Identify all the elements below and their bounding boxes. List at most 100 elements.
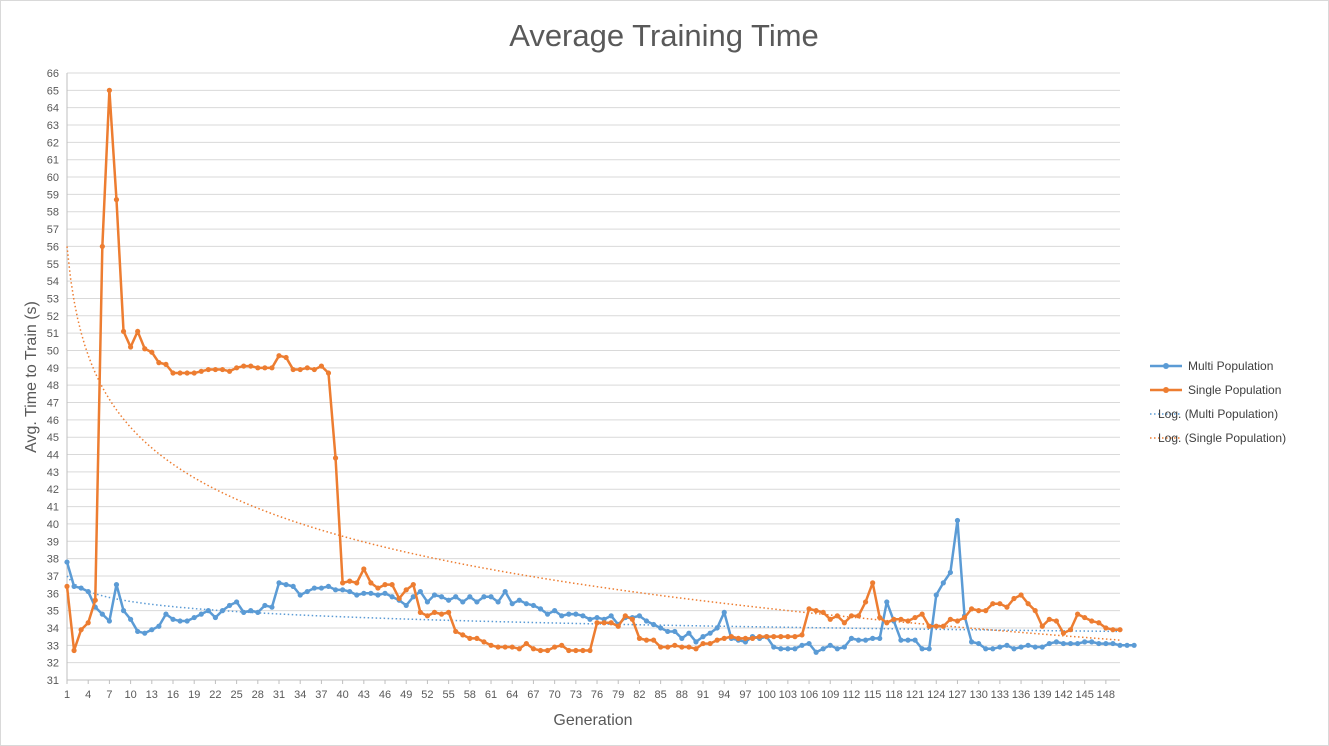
data-point-single-population bbox=[106, 87, 112, 93]
data-point-multi-population bbox=[686, 630, 692, 636]
data-point-multi-population bbox=[877, 635, 883, 641]
data-point-multi-population bbox=[537, 606, 544, 612]
data-point-single-population bbox=[898, 616, 904, 622]
x-tick-label: 46 bbox=[379, 689, 391, 701]
data-point-multi-population bbox=[502, 588, 508, 595]
data-point-multi-population bbox=[516, 597, 522, 603]
data-point-single-population bbox=[862, 599, 869, 605]
x-tick-label: 73 bbox=[570, 689, 582, 701]
data-point-multi-population bbox=[1103, 640, 1109, 647]
data-point-single-population bbox=[438, 611, 445, 617]
data-point-multi-population bbox=[954, 517, 961, 524]
x-tick-label: 13 bbox=[146, 689, 158, 701]
x-tick-label: 130 bbox=[969, 689, 987, 701]
x-tick-label: 124 bbox=[927, 689, 945, 701]
data-point-single-population bbox=[827, 616, 833, 622]
data-point-multi-population bbox=[368, 590, 374, 596]
x-tick-label: 55 bbox=[442, 689, 454, 701]
data-point-multi-population bbox=[269, 604, 275, 610]
data-point-single-population bbox=[629, 616, 635, 622]
data-point-multi-population bbox=[142, 630, 148, 636]
data-point-single-population bbox=[933, 623, 939, 629]
data-point-single-population bbox=[1025, 601, 1031, 607]
y-tick-label: 63 bbox=[47, 120, 59, 132]
data-point-multi-population bbox=[983, 646, 989, 652]
data-point-single-population bbox=[742, 635, 749, 641]
data-point-single-population bbox=[354, 580, 360, 586]
data-point-multi-population bbox=[785, 646, 791, 652]
data-point-single-population bbox=[311, 366, 317, 373]
x-tick-label: 139 bbox=[1033, 689, 1051, 701]
data-point-single-population bbox=[502, 644, 508, 650]
x-tick-label: 100 bbox=[757, 689, 775, 701]
data-point-multi-population bbox=[318, 585, 325, 591]
data-point-single-population bbox=[1075, 611, 1081, 617]
x-tick-label: 64 bbox=[506, 689, 518, 701]
data-point-multi-population bbox=[679, 635, 685, 641]
data-point-single-population bbox=[728, 634, 734, 640]
x-tick-label: 136 bbox=[1012, 689, 1030, 701]
data-point-single-population bbox=[1018, 592, 1024, 598]
data-point-single-population bbox=[389, 582, 395, 588]
data-point-multi-population bbox=[665, 628, 671, 635]
data-point-multi-population bbox=[226, 602, 233, 609]
data-point-single-population bbox=[290, 366, 296, 373]
data-point-single-population bbox=[361, 566, 367, 572]
data-point-multi-population bbox=[848, 635, 855, 641]
data-point-multi-population bbox=[926, 646, 932, 652]
data-point-single-population bbox=[665, 644, 671, 650]
data-point-single-population bbox=[375, 585, 381, 591]
data-point-single-population bbox=[1110, 627, 1116, 633]
data-point-multi-population bbox=[304, 588, 310, 595]
data-point-multi-population bbox=[771, 644, 777, 650]
axes: 3132333435363738394041424344454647484950… bbox=[47, 68, 1120, 701]
y-tick-label: 46 bbox=[47, 415, 59, 427]
data-point-multi-population bbox=[78, 585, 84, 591]
data-point-single-population bbox=[509, 644, 515, 650]
data-point-multi-population bbox=[1082, 639, 1088, 645]
y-tick-label: 31 bbox=[47, 675, 59, 687]
data-point-single-population bbox=[410, 582, 416, 588]
data-point-multi-population bbox=[820, 646, 826, 652]
data-point-multi-population bbox=[1124, 642, 1130, 648]
data-point-multi-population bbox=[375, 592, 381, 598]
data-point-single-population bbox=[184, 370, 190, 376]
data-point-single-population bbox=[297, 366, 303, 373]
data-point-single-population bbox=[523, 640, 529, 647]
data-point-single-population bbox=[516, 646, 522, 652]
data-point-single-population bbox=[608, 620, 614, 626]
x-tick-label: 43 bbox=[358, 689, 370, 701]
data-point-single-population bbox=[785, 634, 791, 640]
data-point-single-population bbox=[764, 634, 770, 640]
data-point-multi-population bbox=[940, 580, 946, 586]
data-point-multi-population bbox=[509, 601, 515, 607]
x-tick-label: 22 bbox=[209, 689, 221, 701]
data-point-single-population bbox=[332, 455, 339, 461]
data-point-multi-population bbox=[255, 609, 261, 615]
data-point-multi-population bbox=[205, 608, 211, 614]
x-tick-label: 112 bbox=[843, 689, 861, 701]
data-point-multi-population bbox=[424, 599, 431, 605]
data-point-single-population bbox=[1011, 595, 1017, 602]
data-point-single-population bbox=[446, 609, 452, 615]
x-tick-label: 118 bbox=[885, 689, 903, 701]
y-tick-label: 50 bbox=[47, 345, 59, 357]
data-point-multi-population bbox=[156, 623, 162, 629]
y-tick-label: 35 bbox=[47, 606, 59, 618]
data-point-multi-population bbox=[559, 613, 565, 619]
x-tick-label: 28 bbox=[252, 689, 264, 701]
data-point-single-population bbox=[968, 606, 975, 612]
data-point-single-population bbox=[460, 632, 466, 638]
data-point-multi-population bbox=[594, 614, 600, 621]
trendline-single-population bbox=[66, 246, 1121, 641]
data-point-single-population bbox=[587, 647, 593, 654]
data-point-single-population bbox=[276, 353, 282, 359]
legend-label-multi-population: Multi Population bbox=[1188, 359, 1273, 373]
data-point-multi-population bbox=[410, 594, 416, 600]
x-tick-label: 127 bbox=[948, 689, 966, 701]
data-point-multi-population bbox=[417, 588, 423, 595]
data-point-single-population bbox=[834, 613, 840, 619]
data-point-single-population bbox=[417, 609, 423, 615]
data-point-single-population bbox=[756, 634, 763, 640]
data-point-single-population bbox=[552, 644, 558, 650]
